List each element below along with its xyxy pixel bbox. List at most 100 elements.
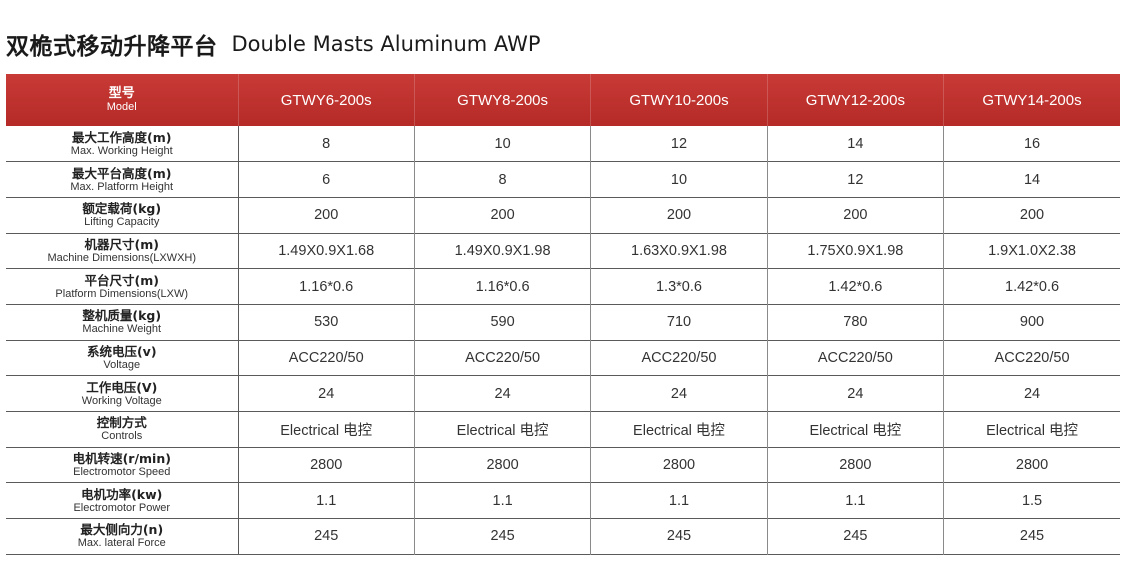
row-label: 最大工作高度(m) Max. Working Height — [6, 126, 239, 162]
spec-value-cell: 10 — [590, 161, 768, 198]
row-label-zh: 电机功率(kw) — [81, 486, 163, 502]
spec-value-cell: 16 — [1023, 135, 1041, 152]
header-model-4: GTWY12-200s — [767, 74, 945, 126]
spec-value-cell: 245 — [414, 518, 592, 555]
spec-value-cell: 1.49X0.9X1.68 — [238, 233, 415, 269]
table-row: 电机功率(kw) Electromotor Power 1.1 1.1 1.1 1.1 1.… — [6, 482, 1120, 519]
spec-value-cell: 900 — [1019, 314, 1045, 331]
spec-value-cell: 24 — [414, 375, 592, 412]
title-chinese: 双桅式移动升降平台 — [6, 34, 218, 60]
header-model-5: GTWY14-200s — [982, 91, 1082, 109]
spec-value-cell: 1.9X1.0X2.38 — [988, 242, 1076, 259]
row-label-en: Max. Working Height — [70, 144, 173, 157]
table-row: 额定载荷(kg) Lifting Capacity 200 200 200 200 200 — [6, 197, 1120, 234]
spec-value-cell: ACC220/50 — [590, 340, 768, 376]
spec-value-cell: 2800 — [1015, 457, 1049, 474]
spec-value-cell: 200 — [238, 197, 415, 234]
spec-value-cell: 245 — [238, 518, 415, 555]
spec-value-cell: Electrical 电控 — [986, 422, 1078, 439]
row-label-zh: 工作电压(V) — [86, 379, 158, 395]
table-row: 最大工作高度(m) Max. Working Height 8 10 12 14 16 — [6, 126, 1120, 162]
spec-value-cell: ACC220/50 — [767, 340, 945, 376]
header-label-zh: 型号 — [108, 86, 135, 101]
spec-value-cell: 245 — [1019, 528, 1045, 545]
spec-value-cell: 1.75X0.9X1.98 — [767, 233, 945, 269]
row-label-zh: 控制方式 — [96, 415, 147, 431]
row-label-en: Machine Dimensions(LXWXH) — [47, 251, 197, 264]
spec-value-cell: ACC220/50 — [994, 349, 1070, 366]
spec-value-cell: 1.1 — [238, 482, 415, 519]
spec-value-cell: 1.42*0.6 — [767, 268, 945, 305]
spec-value-cell: 200 — [1019, 207, 1045, 224]
row-label-en: Working Voltage — [81, 394, 162, 407]
row-label-en: Electromotor Speed — [73, 466, 171, 479]
spec-value-cell: 14 — [1023, 171, 1041, 188]
spec-value-cell: 2800 — [590, 447, 768, 483]
spec-value-cell: 1.42*0.6 — [1005, 278, 1060, 295]
table-row: 控制方式 Controls Electrical 电控 Electrical 电控 El… — [6, 411, 1120, 448]
table-row: 电机转速(r/min) Electromotor Speed 2800 2800 280… — [6, 447, 1120, 483]
spec-value-cell: ACC220/50 — [238, 340, 415, 376]
header-model-3: GTWY10-200s — [590, 74, 768, 126]
row-label: 整机质量(kg) Machine Weight — [6, 304, 239, 341]
spec-value-cell: 2800 — [767, 447, 945, 483]
row-label: 控制方式 Controls — [6, 411, 239, 448]
spec-value-cell: Electrical 电控 — [590, 411, 768, 448]
row-label: 电机功率(kw) Electromotor Power — [6, 482, 239, 519]
row-label-en: Platform Dimensions(LXW) — [55, 287, 189, 300]
spec-value-cell: 8 — [238, 126, 415, 162]
row-label-zh: 额定载荷(kg) — [82, 201, 162, 217]
header-label-en: Model — [106, 101, 137, 113]
spec-value-cell: 200 — [767, 197, 945, 234]
spec-value-cell: 24 — [590, 375, 768, 412]
spec-value-cell: 1.16*0.6 — [414, 268, 592, 305]
row-label-zh: 最大工作高度(m) — [72, 129, 172, 145]
row-label-zh: 整机质量(kg) — [82, 308, 162, 324]
spec-value-cell: 590 — [414, 304, 592, 341]
spec-value-cell: 8 — [414, 161, 592, 198]
table-row: 机器尺寸(m) Machine Dimensions(LXWXH) 1.49X0.9… — [6, 233, 1120, 269]
table-row: 最大平台高度(m) Max. Platform Height 6 8 10 12 14 — [6, 161, 1120, 198]
row-label: 最大平台高度(m) Max. Platform Height — [6, 161, 239, 198]
row-label-en: Max. Platform Height — [70, 180, 174, 193]
row-label-zh: 平台尺寸(m) — [84, 272, 159, 288]
row-label-en: Lifting Capacity — [84, 216, 160, 229]
header-model-1: GTWY6-200s — [238, 74, 415, 126]
table-row: 平台尺寸(m) Platform Dimensions(LXW) 1.16*0.6 1… — [6, 268, 1120, 305]
spec-value-cell: 24 — [1023, 385, 1041, 402]
row-label-zh: 系统电压(v) — [86, 343, 157, 359]
spec-value-cell: 200 — [590, 197, 768, 234]
spec-value-cell: 14 — [767, 126, 945, 162]
row-label-zh: 机器尺寸(m) — [84, 236, 159, 252]
table-row: 系统电压(v) Voltage ACC220/50 ACC220/50 ACC220/5… — [6, 340, 1120, 376]
spec-value-cell: 245 — [590, 518, 768, 555]
row-label: 平台尺寸(m) Platform Dimensions(LXW) — [6, 268, 239, 305]
title-english: Double Masts Aluminum AWP — [231, 32, 541, 56]
spec-value-cell: 1.1 — [767, 482, 945, 519]
row-label: 额定载荷(kg) Lifting Capacity — [6, 197, 239, 234]
table-row: 整机质量(kg) Machine Weight 530 590 710 780 900 — [6, 304, 1120, 341]
row-label-en: Controls — [101, 430, 143, 443]
spec-table-body: 最大工作高度(m) Max. Working Height 8 10 12 14 16 最大平… — [6, 126, 1120, 555]
row-label-en: Voltage — [103, 358, 141, 371]
row-label-zh: 电机转速(r/min) — [72, 451, 171, 467]
row-label: 电机转速(r/min) Electromotor Speed — [6, 447, 239, 483]
spec-value-cell: 1.49X0.9X1.98 — [414, 233, 592, 269]
spec-value-cell: 710 — [590, 304, 768, 341]
spec-value-cell: 12 — [767, 161, 945, 198]
spec-value-cell: 12 — [590, 126, 768, 162]
row-label: 系统电压(v) Voltage — [6, 340, 239, 376]
row-label-en: Electromotor Power — [73, 501, 171, 514]
row-label: 工作电压(V) Working Voltage — [6, 375, 239, 412]
spec-value-cell: 780 — [767, 304, 945, 341]
spec-value-cell: 530 — [238, 304, 415, 341]
spec-value-cell: ACC220/50 — [414, 340, 592, 376]
row-label-zh: 最大侧向力(n) — [80, 522, 164, 538]
spec-table: 型号 Model GTWY6-200s GTWY8-200s GTWY10-20… — [6, 74, 1120, 555]
spec-value-cell: 10 — [414, 126, 592, 162]
spec-value-cell: 24 — [767, 375, 945, 412]
row-label-en: Machine Weight — [82, 323, 162, 336]
spec-value-cell: 24 — [238, 375, 415, 412]
spec-value-cell: 1.1 — [414, 482, 592, 519]
row-label: 最大侧向力(n) Max. lateral Force — [6, 518, 239, 555]
